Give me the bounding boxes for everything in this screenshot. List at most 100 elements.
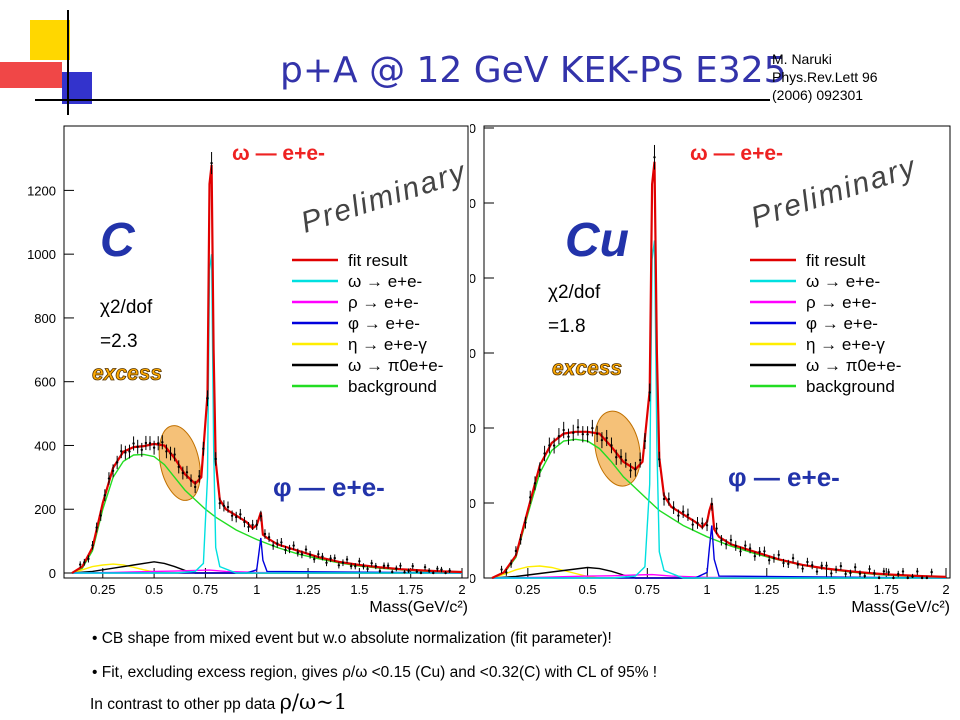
- data-point: [830, 572, 833, 575]
- data-point: [925, 576, 929, 580]
- data-point: [181, 471, 185, 475]
- y-tick-label: 400: [470, 421, 476, 436]
- data-point: [427, 569, 431, 572]
- data-point: [308, 553, 312, 556]
- data-point: [317, 553, 320, 556]
- data-point: [288, 547, 291, 551]
- y-tick-label: 800: [34, 311, 56, 326]
- y-tick-label: 1200: [27, 183, 56, 198]
- series-omega-ee: [492, 240, 946, 579]
- x-axis-label: Mass(GeV/c²): [851, 599, 950, 616]
- x-tick-label: 1.75: [874, 582, 899, 597]
- data-point: [854, 566, 857, 569]
- data-point: [906, 576, 909, 580]
- data-point: [448, 569, 451, 572]
- data-point: [758, 550, 761, 554]
- x-tick-label: 1: [703, 582, 710, 597]
- data-point: [629, 469, 632, 472]
- data-point: [810, 564, 814, 567]
- data-point: [624, 458, 628, 462]
- data-point: [419, 571, 423, 575]
- bullet-fit-result: • Fit, excluding excess region, gives ρ/…: [92, 664, 658, 681]
- data-point: [782, 561, 785, 565]
- data-point: [259, 514, 263, 518]
- data-point: [877, 576, 881, 580]
- data-point: [95, 526, 98, 529]
- data-point: [567, 435, 570, 438]
- data-point: [572, 431, 575, 435]
- data-point: [337, 564, 341, 567]
- y-tick-label: 0: [470, 571, 476, 586]
- data-point: [304, 548, 308, 551]
- data-point: [247, 525, 250, 529]
- data-point: [729, 538, 733, 542]
- data-point: [128, 450, 131, 453]
- data-point: [329, 557, 332, 560]
- data-point: [863, 574, 866, 578]
- data-point: [610, 444, 613, 447]
- data-point: [202, 447, 205, 450]
- excess-label: excess: [552, 357, 622, 380]
- data-point: [638, 458, 642, 462]
- data-point: [505, 571, 508, 574]
- y-tick-label: 200: [34, 502, 56, 517]
- data-point: [820, 564, 823, 567]
- data-point: [543, 452, 546, 455]
- data-point: [296, 551, 299, 554]
- data-point: [144, 441, 148, 445]
- data-point: [844, 572, 847, 576]
- target-label: Cu: [565, 214, 629, 267]
- data-point: [349, 564, 353, 568]
- data-point: [796, 563, 800, 566]
- data-point: [514, 549, 518, 553]
- excess-region-ellipse: [594, 410, 641, 487]
- x-axis-label: Mass(GeV/c²): [369, 599, 468, 616]
- data-point: [529, 496, 532, 499]
- data-point: [280, 541, 283, 544]
- y-tick-label: 400: [34, 438, 56, 453]
- contrast-text: In contrast to other pp data: [90, 696, 280, 713]
- series-background: [71, 453, 463, 574]
- data-point: [157, 442, 160, 445]
- data-point: [124, 451, 127, 454]
- data-point: [744, 544, 747, 547]
- data-point: [411, 564, 414, 568]
- data-point: [882, 570, 886, 573]
- data-point: [557, 434, 561, 438]
- data-point: [354, 565, 357, 568]
- data-point: [552, 444, 556, 447]
- data-point: [787, 562, 790, 566]
- data-point: [284, 548, 287, 552]
- y-tick-label: 200: [470, 496, 476, 511]
- preliminary-watermark: Preliminary: [297, 155, 471, 240]
- data-point: [362, 565, 365, 568]
- phi-decay-label: φ — e+e-: [728, 462, 840, 492]
- data-point: [366, 567, 369, 571]
- data-point: [667, 497, 671, 501]
- data-point: [276, 542, 279, 545]
- legend-entry: fit result: [348, 251, 408, 270]
- chi2-value: =2.3: [100, 331, 138, 352]
- data-point: [868, 567, 871, 571]
- data-point: [500, 568, 503, 571]
- data-point: [696, 521, 699, 525]
- x-tick-label: 1.5: [817, 582, 835, 597]
- data-point: [538, 468, 541, 471]
- data-point: [801, 567, 804, 570]
- x-tick-label: 1.25: [754, 582, 779, 597]
- data-point: [681, 510, 685, 513]
- data-point: [615, 456, 618, 459]
- data-point: [658, 458, 661, 461]
- legend-entry: ω → e+e-: [348, 272, 422, 291]
- x-tick-label: 0.75: [635, 582, 660, 597]
- x-tick-label: 2: [458, 582, 465, 597]
- x-tick-label: 2: [942, 582, 949, 597]
- data-point: [255, 523, 258, 527]
- data-point: [235, 515, 238, 519]
- data-point: [206, 397, 209, 400]
- data-point: [313, 558, 316, 561]
- data-point: [858, 572, 862, 575]
- data-point: [920, 576, 924, 580]
- data-point: [325, 561, 328, 564]
- data-point: [705, 524, 709, 527]
